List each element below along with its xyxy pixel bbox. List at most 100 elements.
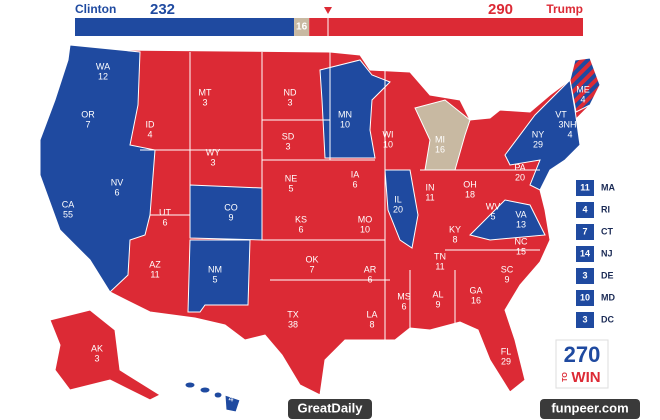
state-votes: 55 [63,209,73,219]
state-votes: 16 [471,295,481,305]
state-votes: 3 [285,141,290,151]
state-abbr: TN [434,251,446,261]
state-abbr: NY [532,129,545,139]
state-abbr: WA [96,61,110,71]
state-abbr: ID [146,119,156,129]
vote-box [576,224,594,240]
state-abbr: AK [91,343,103,353]
state-abbr: IN [426,182,435,192]
vote-box [576,202,594,218]
state-abbr: MS [397,291,411,301]
vote-bar: 16 Clinton 232 290 Trump [75,1,583,36]
maine [569,57,601,113]
trump-bar [309,18,583,36]
state-votes: 9 [228,212,233,222]
trump-name: Trump [546,2,583,16]
state-votes: 4 [580,94,585,104]
state-votes: 20 [393,204,403,214]
state-votes: 16 [435,144,445,154]
logo-to: TO [562,372,569,382]
small-state-votes: 3 [582,314,587,324]
state-abbr: MO [358,214,373,224]
alaska [49,309,162,401]
small-state-votes: 14 [580,248,590,258]
small-state-abbr: DC [601,314,614,324]
state-votes: 29 [533,139,543,149]
hawaii-island [184,381,196,389]
state-votes: 13 [516,219,526,229]
watermark: GreatDaily [297,400,363,415]
hawaii-island [199,386,211,394]
state-abbr: SC [501,264,514,274]
vote-box [576,312,594,328]
small-state-votes: 4 [582,204,587,214]
state-votes: 7 [85,119,90,129]
vote-box [576,180,594,196]
state-votes: 11 [435,261,444,271]
logo-box [555,339,609,389]
state-votes: 29 [501,356,511,366]
state-votes: 15 [516,246,526,256]
state-abbr: AZ [149,259,161,269]
state-abbr: OH [463,179,477,189]
state-votes: 7 [309,264,314,274]
state-votes: 5 [490,211,495,221]
clinton-name: Clinton [75,2,116,16]
state-votes: 4 [567,129,572,139]
state-abbr: IA [351,169,360,179]
state-abbr: CA [62,199,75,209]
state-votes: 6 [401,301,406,311]
michigan [414,99,471,171]
state-abbr: UT [159,207,171,217]
state-votes: 10 [340,119,350,129]
state-abbr: MT [199,87,212,97]
state-votes: 3 [94,353,99,363]
state-votes: 12 [98,71,108,81]
state-votes: 10 [383,139,393,149]
vote-box [576,290,594,306]
state-votes: 9 [504,274,509,284]
state-votes: 3 [202,97,207,107]
state-abbr: MN [338,109,352,119]
state-abbr: ME [576,84,590,94]
trump-votes: 290 [488,1,513,18]
state-votes: 9 [435,299,440,309]
small-state-votes: 3 [582,270,587,280]
small-state-abbr: CT [601,226,613,236]
state-votes: 3 [210,157,215,167]
northeast [504,78,581,191]
small-state-votes: 10 [580,292,590,302]
state-abbr: PA [514,162,525,172]
state-abbr: NH [564,119,577,129]
watermark: funpeer.com [551,400,628,415]
logo: 270 TO WIN [555,339,609,389]
state-votes: 11 [425,192,434,202]
state-votes: 18 [465,189,475,199]
majority-marker [324,7,332,14]
hawaii-island [213,391,223,399]
state-votes: 10 [360,224,370,234]
logo-win: WIN [571,369,600,386]
undecided-bar [294,18,310,36]
state-abbr: HI [207,391,216,401]
state-votes: 4 [228,393,233,403]
state-abbr: TX [287,309,299,319]
small-state-votes: 11 [580,182,590,192]
minnesota [319,59,391,159]
state-votes: 3 [287,97,292,107]
logo-number: 270 [564,342,601,367]
undecided-votes: 16 [296,22,308,33]
small-state-abbr: MA [601,182,615,192]
state-borders [140,52,540,340]
state-abbr: VT [555,109,567,119]
state-votes: 8 [369,319,374,329]
state-votes: 5 [288,183,293,193]
state-abbr: WI [383,129,394,139]
small-state-votes: 7 [582,226,587,236]
state-abbr: LA [366,309,377,319]
state-abbr: FL [501,346,512,356]
state-labels: WA12OR7CA55NV6ID4MT3WY3UT6AZ11CO9NM5ND3S… [62,61,590,403]
small-state-abbr: RI [601,204,610,214]
state-votes: 5 [212,274,217,284]
